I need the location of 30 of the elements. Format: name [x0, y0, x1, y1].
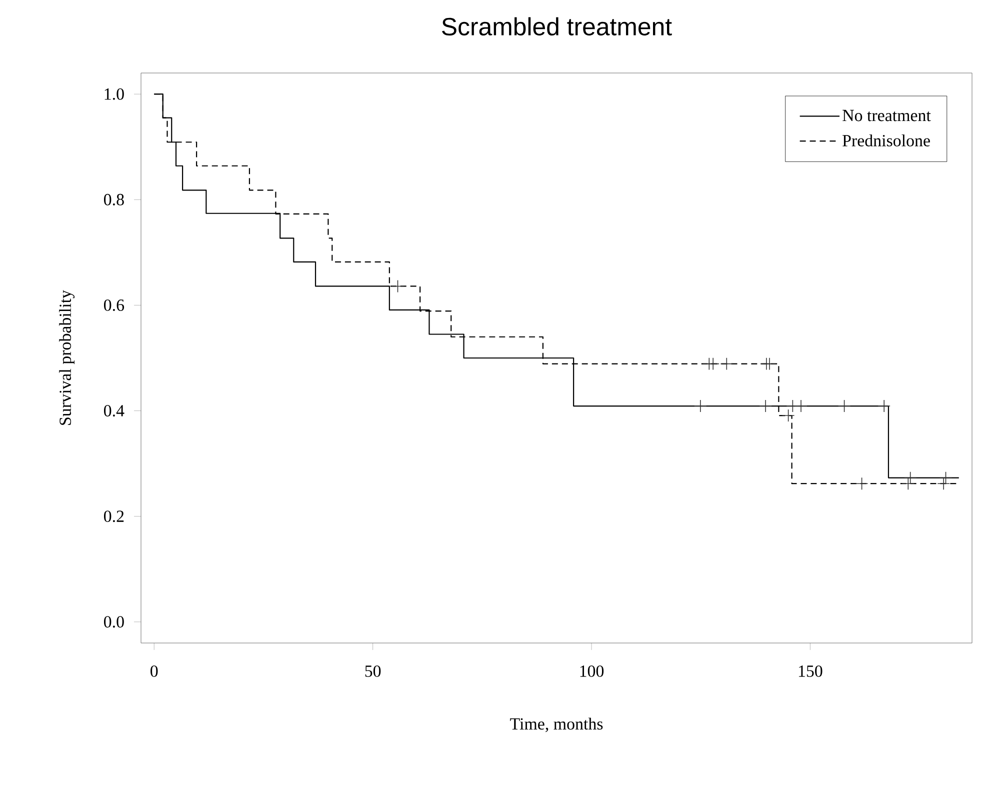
point [782, 409, 795, 422]
point [794, 400, 808, 412]
y-tick-label: 0.2 [104, 510, 124, 522]
point [838, 400, 851, 412]
point [904, 471, 917, 484]
point [706, 357, 720, 370]
y-tick-label: 0.4 [104, 405, 124, 417]
point [759, 400, 772, 412]
y-tick-label: 0.0 [104, 616, 124, 628]
point [720, 357, 734, 370]
point [878, 400, 890, 412]
point [763, 357, 776, 370]
x-tick-label: 50 [365, 665, 381, 677]
x-axis-title: Time, months [510, 718, 603, 732]
x-tick-label: 0 [150, 665, 158, 677]
y-tick-label: 1.0 [104, 88, 124, 100]
point [855, 477, 868, 490]
point [902, 477, 915, 490]
point [937, 477, 950, 490]
x-tick-label: 150 [798, 665, 822, 677]
y-tick-label: 0.8 [104, 194, 124, 206]
y-tick-label: 0.6 [104, 299, 124, 311]
chart-title: Scrambled treatment [442, 17, 672, 36]
x-tick-label: 100 [580, 665, 604, 677]
legend-label: Prednisolone [842, 134, 930, 146]
y-axis-title: Survival probability [59, 290, 75, 425]
legend-label: No treatment [842, 110, 931, 122]
point [391, 280, 404, 293]
point [694, 400, 707, 412]
point [939, 471, 952, 484]
